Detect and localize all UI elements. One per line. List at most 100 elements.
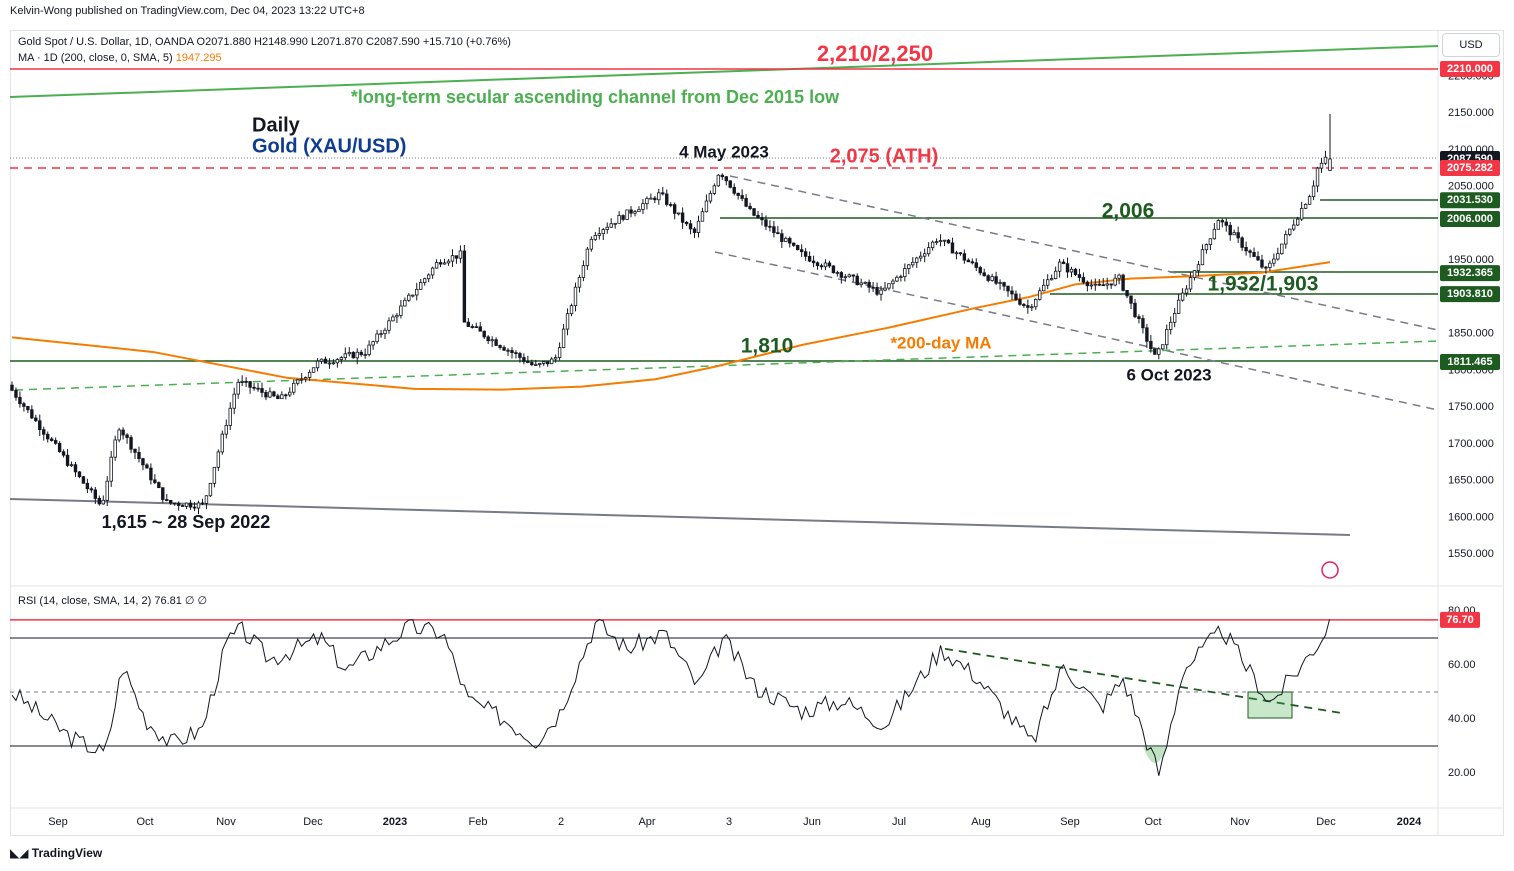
candle-body [772,226,776,234]
secular-channel-lower-line [9,498,1351,536]
candle-body [1315,167,1320,187]
candle-body [911,261,915,266]
candle-body [180,505,185,507]
candle-body [1272,258,1276,264]
candle-body [411,294,415,297]
candle-body [331,362,336,365]
candle-body [430,267,435,276]
candle-body [1232,232,1236,236]
candle-body [10,384,14,391]
candle-body [1180,292,1185,301]
candle-body [1014,293,1018,300]
candle-body [1169,321,1173,330]
candle-body [494,339,498,346]
candle-body [1319,162,1324,169]
candle-body [363,354,367,356]
candle-body [288,391,292,396]
candle-body [379,333,383,336]
candle-body [272,391,276,397]
candle-body [1176,299,1181,314]
candle-body [375,333,379,343]
candle-body [30,409,34,419]
candle-body [966,259,971,263]
candle-body [653,197,657,201]
candle-body [14,389,18,398]
candle-body [633,211,637,214]
candle-body [978,267,982,274]
candle-body [1236,232,1240,239]
candle-body [244,380,248,383]
candle-body [153,479,157,483]
rsi-value-tag: 76.70 [1446,614,1474,626]
candle-body [38,420,42,431]
price-tag: 2075.282 [1447,162,1493,174]
y-tick-label: 1600.000 [1448,511,1494,523]
candle-body [1208,238,1213,245]
x-tick-label: Jul [892,816,906,828]
candle-body [133,448,137,453]
candle-body [827,262,832,267]
candle-body [407,294,411,301]
secular-channel-upper-line [9,45,1439,98]
candle-body [1216,220,1221,230]
candle-body [268,391,272,398]
ma200-note: *200-day MA [890,333,991,352]
candle-body [1212,228,1217,240]
candle-body [359,351,363,356]
candle-body [680,212,685,223]
candle-body [597,233,601,236]
chart-title: Gold (XAU/USD) [252,135,406,157]
candle-body [1311,185,1316,198]
symbol-legend: Gold Spot / U.S. Dollar, 1D, OANDA O2071… [18,36,511,48]
candle-body [252,386,256,389]
candle-body [688,223,693,230]
x-tick-label: Dec [1316,816,1336,828]
currency-button[interactable]: USD [1442,33,1500,57]
candle-body [883,287,887,291]
x-tick-label: Sep [48,816,68,828]
x-tick-label: 2 [558,816,564,828]
descending-channel-upper [729,175,1439,331]
candle-body [649,197,653,200]
candle-body [260,388,264,393]
candle-body [712,185,717,194]
candle-body [577,276,582,288]
candle-body [720,174,725,178]
candle-body [1077,274,1082,278]
candle-body [176,502,181,506]
rsi-y-tick-label: 40.00 [1448,713,1476,725]
candle-body [311,367,316,373]
candle-body [716,174,721,187]
y-tick-label: 2050.000 [1448,181,1494,193]
candle-body [645,198,649,205]
candle-body [351,352,355,359]
candle-body [228,407,232,426]
candle-body [482,330,486,338]
candle-body [1299,207,1304,220]
candle-body [859,282,863,286]
candle-body [867,281,871,288]
candle-body [454,255,459,259]
candle-body [1109,283,1113,286]
candle-body [1002,282,1006,287]
candle-body [1248,250,1252,253]
candles [10,150,1328,515]
candle-body [899,276,903,278]
candle-body [343,353,348,358]
candle-body [1276,253,1280,260]
sep-low-label: 1,615 ~ 28 Sep 2022 [102,512,271,532]
candle-body [510,350,514,353]
candle-body [137,451,141,460]
candle-body [522,357,526,362]
candle-body [1133,302,1137,318]
candle-body [807,255,812,262]
candle-body [895,276,899,282]
candle-body [942,239,947,242]
candle-body [903,268,907,277]
candle-body [696,220,701,233]
price-tag-bg [1440,61,1500,77]
candle-body [958,252,963,255]
flash-icon [1321,561,1339,579]
candle-body [1069,268,1074,273]
